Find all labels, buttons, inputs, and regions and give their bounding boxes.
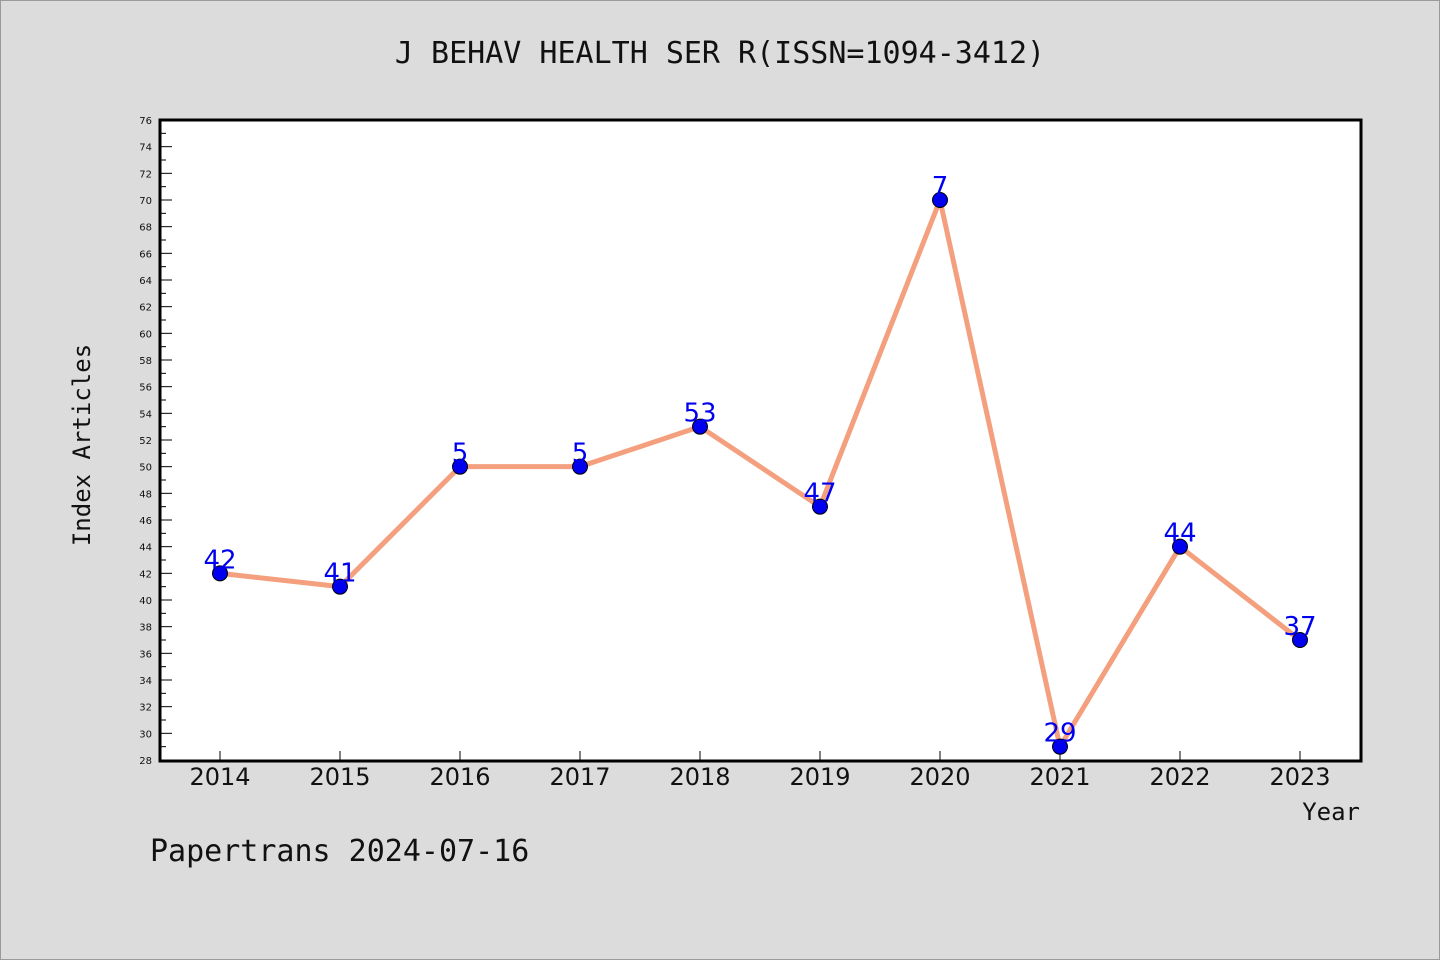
data-point [932, 192, 948, 208]
x-tick-label: 2022 [1149, 763, 1210, 791]
x-tick-label: 2014 [189, 763, 250, 791]
data-label: 5 [572, 439, 589, 469]
data-point [812, 498, 828, 515]
y-tick-label: 72 [139, 169, 152, 180]
y-tick-label: 68 [139, 223, 152, 234]
plot-area [158, 118, 1363, 763]
y-tick-label: 38 [139, 623, 152, 634]
x-tick-label: 2019 [789, 763, 850, 791]
data-point [692, 418, 708, 435]
y-tick-label: 36 [139, 649, 152, 660]
x-axis-ticks: 2014 2015 2016 2017 2018 2019 2020 2021 2022 2023 [189, 751, 1331, 791]
data-labels-layer: 42 41 5 5 53 47 7 29 44 37 [203, 172, 1316, 749]
y-tick-label: 76 [139, 116, 152, 127]
y-tick-label: 28 [139, 756, 152, 767]
x-tick-label: 2016 [429, 763, 490, 791]
y-tick-label: 58 [139, 356, 152, 367]
x-axis-label: Year [1302, 798, 1360, 826]
data-point [452, 458, 468, 475]
data-point [212, 565, 228, 582]
y-tick-label: 34 [139, 676, 152, 687]
x-tick-label: 2023 [1269, 763, 1330, 791]
x-tick-label: 2020 [909, 763, 970, 791]
x-tick-label: 2017 [549, 763, 610, 791]
y-tick-label: 74 [139, 143, 152, 154]
y-tick-label: 52 [139, 436, 152, 447]
y-tick-label: 50 [139, 463, 152, 474]
x-tick-label: 2015 [309, 763, 370, 791]
series-line [217, 197, 1303, 750]
data-point [1052, 738, 1068, 755]
y-tick-label: 44 [139, 543, 152, 554]
data-label: 53 [683, 399, 716, 429]
y-tick-label: 70 [139, 196, 152, 207]
data-label: 29 [1043, 719, 1076, 749]
y-axis-ticks: 28 30 32 34 36 38 40 42 44 46 48 50 52 54 56 58 60 62 64 66… [139, 116, 172, 767]
y-tick-label: 46 [139, 516, 152, 527]
data-label: 5 [452, 439, 469, 469]
data-point [1172, 538, 1188, 555]
y-tick-label: 32 [139, 703, 152, 714]
y-tick-label: 42 [139, 569, 152, 580]
y-tick-label: 60 [139, 329, 152, 340]
data-label: 41 [323, 559, 356, 589]
y-tick-label: 64 [139, 276, 152, 287]
data-label: 37 [1283, 612, 1316, 642]
y-tick-label: 62 [139, 303, 152, 314]
y-tick-label: 48 [139, 489, 152, 500]
y-tick-label: 54 [139, 409, 152, 420]
y-tick-label: 40 [139, 596, 152, 607]
chart-title: J BEHAV HEALTH SER R(ISSN=1094-3412) [394, 36, 1046, 71]
data-label: 47 [803, 479, 836, 509]
footer-note: Papertrans 2024-07-16 [150, 834, 530, 869]
y-tick-label: 66 [139, 249, 152, 260]
data-point [332, 578, 348, 595]
y-axis-label: Index Articles [68, 344, 96, 546]
data-label: 42 [203, 545, 236, 575]
y-tick-label: 56 [139, 383, 152, 394]
data-point [572, 458, 588, 475]
data-point [1292, 632, 1308, 648]
x-tick-label: 2018 [669, 763, 730, 791]
x-tick-label: 2021 [1029, 763, 1090, 791]
data-label: 44 [1163, 519, 1196, 549]
data-label: 7 [932, 172, 949, 202]
series-layer [212, 192, 1308, 755]
y-tick-label: 30 [139, 729, 152, 740]
